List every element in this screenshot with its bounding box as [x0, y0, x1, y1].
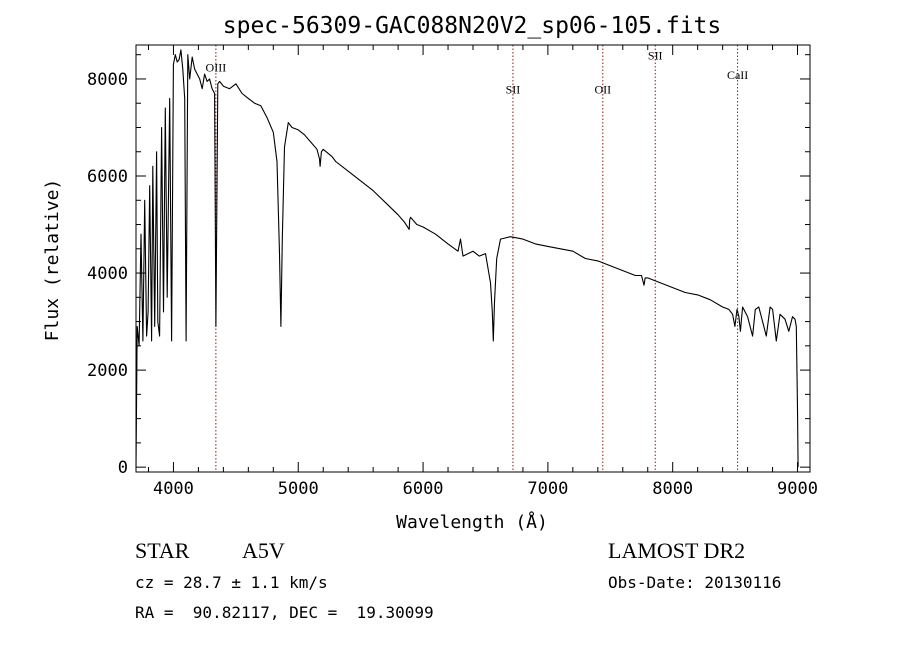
observation-date: Obs-Date: 20130116 [608, 573, 782, 592]
x-axis-label: Wavelength (Å) [396, 511, 548, 533]
marker-label: SII [648, 49, 663, 63]
axes [135, 44, 811, 473]
marker-label: CaII [727, 68, 748, 82]
x-tick-label: 8000 [652, 479, 693, 499]
series-layer [135, 49, 799, 468]
marker-label: OIII [206, 61, 227, 75]
y-tick-label: 6000 [87, 167, 128, 187]
y-tick-label: 2000 [87, 361, 128, 381]
x-tick-label: 9000 [777, 479, 818, 499]
coordinates: RA = 90.82117, DEC = 19.30099 [135, 603, 434, 622]
y-tick-label: 8000 [87, 70, 128, 90]
x-tick-label: 5000 [278, 479, 319, 499]
x-tick-label: 6000 [403, 479, 444, 499]
y-axis-label: Flux (relative) [42, 179, 63, 342]
x-tick-label: 7000 [527, 479, 568, 499]
plot-frame [135, 44, 811, 473]
spectrum-line [135, 49, 799, 468]
object-type: STAR [135, 538, 190, 563]
x-tick-label: 4000 [153, 479, 194, 499]
redshift-cz: cz = 28.7 ± 1.1 km/s [135, 573, 328, 592]
marker-label: OII [594, 83, 611, 97]
object-subclass: A5V [242, 538, 285, 563]
emission-line-markers: OIII SII OII SII CaII [206, 45, 748, 472]
marker-label: SII [506, 83, 521, 97]
ticks: 4000 5000 6000 7000 8000 9000 0 2000 4000 6000 800… [87, 45, 818, 499]
survey-release: LAMOST DR2 [608, 538, 746, 563]
y-tick-label: 4000 [87, 264, 128, 284]
chart-title: spec-56309-GAC088N20V2_sp06-105.fits [223, 13, 722, 39]
y-tick-label: 0 [118, 458, 128, 478]
